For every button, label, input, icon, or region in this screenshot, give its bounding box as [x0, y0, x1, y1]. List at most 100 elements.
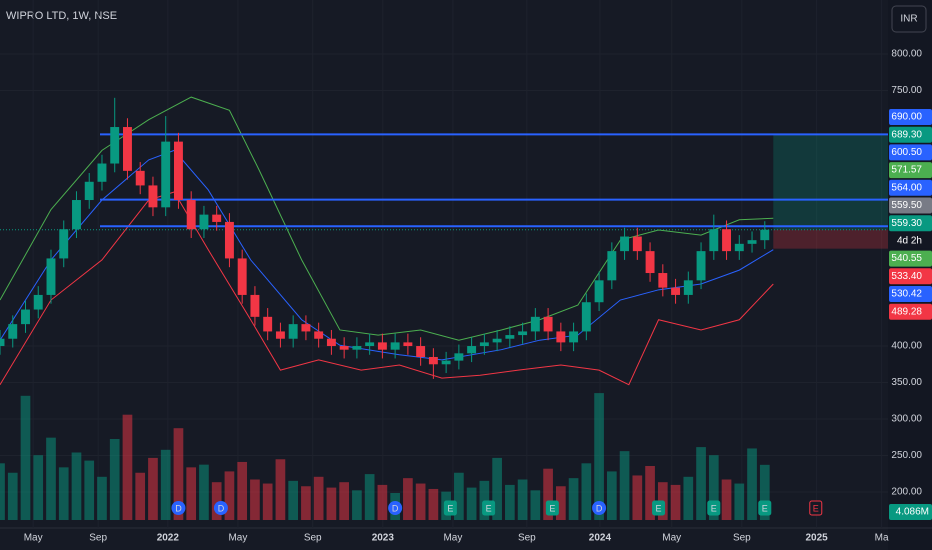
- candle-body: [479, 342, 489, 347]
- volume-bar: [33, 455, 44, 520]
- candle-body: [326, 338, 336, 347]
- volume-bar: [505, 484, 515, 520]
- candle-body: [72, 200, 81, 230]
- y-tick-label: 350.00: [891, 377, 922, 388]
- event-marker: [171, 501, 186, 515]
- candle-body: [390, 342, 400, 350]
- volume-bar: [97, 476, 107, 520]
- event-marker: [213, 501, 228, 515]
- candle-body: [97, 163, 107, 182]
- event-label: E: [656, 503, 662, 513]
- candle-body: [212, 214, 222, 222]
- x-tick-label: Ma: [875, 533, 889, 544]
- event-marker: [652, 500, 666, 516]
- x-tick-label: 2024: [589, 533, 612, 544]
- candle-body: [658, 273, 668, 288]
- price-label-box: [889, 179, 932, 196]
- x-tick-label: May: [24, 533, 43, 544]
- price-label: 533.40: [891, 271, 922, 282]
- volume-bar: [364, 474, 375, 520]
- volume-bar: [594, 393, 604, 520]
- volume-bar: [683, 476, 694, 520]
- candle-body: [671, 287, 681, 295]
- currency-button[interactable]: [891, 5, 927, 33]
- volume-bar: [58, 467, 69, 520]
- price-label: 540.55: [891, 253, 922, 264]
- candle-body: [186, 200, 196, 230]
- volume-bar: [301, 486, 311, 520]
- candle-body: [314, 331, 324, 339]
- volume-bar: [237, 461, 248, 520]
- y-tick-label: 400.00: [891, 341, 922, 352]
- event-label: E: [711, 503, 717, 513]
- volume-bar: [543, 468, 553, 520]
- event-label: E: [447, 503, 453, 513]
- event-label: E: [486, 503, 492, 513]
- volume-bar: [734, 483, 745, 520]
- candle-body: [722, 229, 732, 252]
- candle-body: [620, 236, 630, 252]
- x-tick-label: May: [662, 533, 681, 544]
- candle-body: [250, 294, 260, 317]
- candle-body: [556, 331, 566, 343]
- volume-bar: [581, 463, 592, 520]
- stop-zone: [773, 229, 888, 249]
- volume-bar: [84, 460, 95, 520]
- y-tick-label: 300.00: [891, 414, 922, 425]
- x-tick-label: Sep: [304, 533, 322, 544]
- candle-body: [161, 141, 171, 208]
- volume-bar: [186, 467, 197, 520]
- indicator-line: [0, 96, 774, 341]
- volume-bar: [747, 448, 757, 520]
- y-tick-label: 250.00: [891, 450, 922, 461]
- volume-bar: [466, 487, 477, 520]
- volume-bar: [568, 478, 579, 520]
- currency[interactable]: INR: [900, 14, 917, 25]
- x-tick-label: Sep: [733, 533, 751, 544]
- candle-body: [505, 335, 515, 339]
- candle-body: [148, 185, 158, 208]
- volume-bar: [759, 464, 770, 520]
- candle-body: [428, 356, 438, 365]
- candle-body: [645, 251, 655, 274]
- candle-body: [110, 127, 120, 164]
- volume-bar: [670, 484, 681, 520]
- price-label: 530.42: [891, 289, 922, 300]
- x-tick-label: Sep: [89, 533, 107, 544]
- candle-body: [683, 280, 693, 295]
- event-label: E: [549, 503, 555, 513]
- volume-bar: [606, 471, 617, 520]
- volume-bar: [109, 439, 120, 520]
- candle-body: [237, 258, 247, 295]
- volume-bar: [173, 428, 184, 520]
- event-marker: [592, 501, 607, 515]
- volume-bar: [0, 463, 5, 520]
- volume-label-box: [889, 504, 932, 520]
- price-label-box: [889, 268, 932, 285]
- candle-body: [734, 243, 744, 252]
- volume-bar: [403, 478, 413, 520]
- candle-body: [173, 141, 183, 201]
- candle-body: [59, 229, 69, 259]
- volume-bar: [479, 480, 490, 520]
- candle-body: [530, 316, 540, 332]
- candle-body: [301, 324, 311, 332]
- volume-bar: [645, 466, 655, 520]
- volume-bar: [696, 447, 706, 520]
- volume-bar: [250, 479, 260, 520]
- target-zone: [773, 134, 888, 230]
- volume-bar: [454, 472, 464, 520]
- volume-bar: [211, 482, 222, 520]
- candle-body: [123, 127, 132, 171]
- candle-body: [377, 342, 387, 350]
- price-label-box: [889, 126, 932, 143]
- candle-body: [607, 251, 617, 281]
- event-marker: [809, 500, 823, 516]
- candle-body: [594, 280, 604, 303]
- price-label-box: [889, 197, 932, 214]
- volume-bar: [135, 472, 146, 520]
- y-tick-label: 800.00: [891, 49, 922, 60]
- candle-body: [454, 353, 464, 361]
- indicator-line: [0, 149, 774, 361]
- candle-body: [8, 324, 18, 339]
